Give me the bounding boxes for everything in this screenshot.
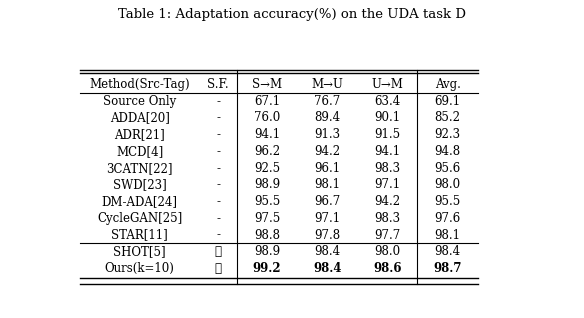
Text: -: - bbox=[216, 162, 220, 175]
Text: 91.3: 91.3 bbox=[314, 128, 340, 141]
Text: 95.5: 95.5 bbox=[434, 195, 461, 208]
Text: 98.6: 98.6 bbox=[373, 262, 402, 275]
Text: 97.5: 97.5 bbox=[254, 212, 280, 225]
Text: Method(Src-Tag): Method(Src-Tag) bbox=[89, 78, 190, 91]
Text: 98.0: 98.0 bbox=[434, 178, 461, 191]
Text: 95.5: 95.5 bbox=[254, 195, 280, 208]
Text: 85.2: 85.2 bbox=[434, 111, 461, 124]
Text: 98.9: 98.9 bbox=[254, 245, 280, 258]
Text: 97.1: 97.1 bbox=[314, 212, 340, 225]
Text: -: - bbox=[216, 95, 220, 108]
Text: 98.7: 98.7 bbox=[433, 262, 462, 275]
Text: S→M: S→M bbox=[252, 78, 282, 91]
Text: MCD[4]: MCD[4] bbox=[116, 145, 164, 158]
Text: 97.7: 97.7 bbox=[374, 229, 401, 242]
Text: ✓: ✓ bbox=[215, 245, 222, 258]
Text: -: - bbox=[216, 178, 220, 191]
Text: -: - bbox=[216, 111, 220, 124]
Text: Table 1: Adaptation accuracy(%) on the UDA task D: Table 1: Adaptation accuracy(%) on the U… bbox=[118, 8, 466, 21]
Text: 89.4: 89.4 bbox=[314, 111, 340, 124]
Text: 96.1: 96.1 bbox=[314, 162, 340, 175]
Text: 76.7: 76.7 bbox=[314, 95, 340, 108]
Text: DM-ADA[24]: DM-ADA[24] bbox=[102, 195, 178, 208]
Text: 91.5: 91.5 bbox=[374, 128, 401, 141]
Text: 63.4: 63.4 bbox=[374, 95, 401, 108]
Text: 96.2: 96.2 bbox=[254, 145, 280, 158]
Text: ✓: ✓ bbox=[215, 262, 222, 275]
Text: 94.1: 94.1 bbox=[374, 145, 401, 158]
Text: 94.1: 94.1 bbox=[254, 128, 280, 141]
Text: 94.8: 94.8 bbox=[434, 145, 461, 158]
Text: -: - bbox=[216, 195, 220, 208]
Text: 98.3: 98.3 bbox=[374, 212, 401, 225]
Text: 98.4: 98.4 bbox=[314, 245, 340, 258]
Text: 95.6: 95.6 bbox=[434, 162, 461, 175]
Text: M→U: M→U bbox=[311, 78, 343, 91]
Text: 98.1: 98.1 bbox=[434, 229, 461, 242]
Text: 76.0: 76.0 bbox=[254, 111, 280, 124]
Text: ADR[21]: ADR[21] bbox=[114, 128, 165, 141]
Text: 90.1: 90.1 bbox=[374, 111, 401, 124]
Text: 94.2: 94.2 bbox=[314, 145, 340, 158]
Text: STAR[11]: STAR[11] bbox=[112, 229, 168, 242]
Text: 98.1: 98.1 bbox=[314, 178, 340, 191]
Text: ADDA[20]: ADDA[20] bbox=[110, 111, 170, 124]
Text: 99.2: 99.2 bbox=[253, 262, 281, 275]
Text: 97.1: 97.1 bbox=[374, 178, 401, 191]
Text: -: - bbox=[216, 229, 220, 242]
Text: 97.6: 97.6 bbox=[434, 212, 461, 225]
Text: 98.9: 98.9 bbox=[254, 178, 280, 191]
Text: Source Only: Source Only bbox=[103, 95, 176, 108]
Text: -: - bbox=[216, 128, 220, 141]
Text: S.F.: S.F. bbox=[207, 78, 229, 91]
Text: Ours(k=10): Ours(k=10) bbox=[105, 262, 175, 275]
Text: Avg.: Avg. bbox=[434, 78, 460, 91]
Text: 98.3: 98.3 bbox=[374, 162, 401, 175]
Text: SHOT[5]: SHOT[5] bbox=[113, 245, 166, 258]
Text: 97.8: 97.8 bbox=[314, 229, 340, 242]
Text: -: - bbox=[216, 145, 220, 158]
Text: -: - bbox=[216, 212, 220, 225]
Text: U→M: U→M bbox=[371, 78, 404, 91]
Text: 98.8: 98.8 bbox=[254, 229, 280, 242]
Text: CycleGAN[25]: CycleGAN[25] bbox=[97, 212, 182, 225]
Text: 98.0: 98.0 bbox=[374, 245, 401, 258]
Text: 98.4: 98.4 bbox=[313, 262, 342, 275]
Text: 69.1: 69.1 bbox=[434, 95, 461, 108]
Text: SWD[23]: SWD[23] bbox=[113, 178, 166, 191]
Text: 98.4: 98.4 bbox=[434, 245, 461, 258]
Text: 94.2: 94.2 bbox=[374, 195, 401, 208]
Text: 67.1: 67.1 bbox=[254, 95, 280, 108]
Text: 3CATN[22]: 3CATN[22] bbox=[106, 162, 173, 175]
Text: 92.5: 92.5 bbox=[254, 162, 280, 175]
Text: 92.3: 92.3 bbox=[434, 128, 461, 141]
Text: 96.7: 96.7 bbox=[314, 195, 340, 208]
